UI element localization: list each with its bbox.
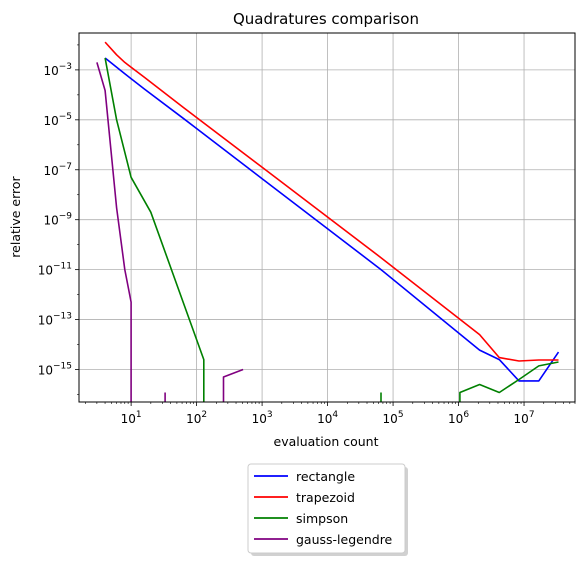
x-axis-title: evaluation count: [274, 434, 379, 449]
x-tick-label: 101: [121, 410, 142, 426]
legend-box: [247, 463, 406, 554]
series-line-simpson: [104, 57, 205, 402]
grid-lines: [79, 33, 575, 402]
legend: rectangle trapezoid simpson gauss-legendre: [247, 463, 408, 556]
x-tick-label: 105: [383, 410, 404, 426]
chart-title: Quadratures comparison: [233, 10, 419, 28]
y-tick-label: 10−5: [43, 112, 72, 128]
x-tick-label: 104: [317, 410, 338, 426]
y-tick-label: 10−9: [43, 212, 72, 228]
legend-label-simpson: simpson: [296, 511, 348, 526]
x-tick-label: 106: [448, 410, 469, 426]
y-tick-label: 10−11: [38, 262, 72, 278]
x-tick-label: 102: [186, 410, 207, 426]
series-line-gauss-legendre: [222, 368, 244, 402]
series-line-simpson: [459, 361, 559, 402]
y-tick-label: 10−15: [38, 362, 72, 378]
legend-label-gauss-legendre: gauss-legendre: [296, 532, 393, 547]
series-line-gauss-legendre: [96, 62, 132, 402]
y-tick-label: 10−7: [43, 162, 72, 178]
y-axis-title: relative error: [8, 175, 23, 257]
legend-label-rectangle: rectangle: [296, 469, 355, 484]
x-tick-label: 103: [252, 410, 273, 426]
x-tick-label: 107: [514, 410, 535, 426]
legend-label-trapezoid: trapezoid: [296, 490, 355, 505]
plot-lines: [96, 41, 560, 402]
axis-ticks: 101 102 103 104 105 106 107 10−3 10−5 10−7 10−9 10−…: [38, 44, 576, 426]
y-tick-label: 10−13: [38, 312, 72, 328]
plot-frame: [78, 32, 576, 403]
series-line-rectangle: [104, 57, 560, 382]
series-line-trapezoid: [104, 41, 559, 362]
y-tick-label: 10−3: [43, 62, 72, 78]
